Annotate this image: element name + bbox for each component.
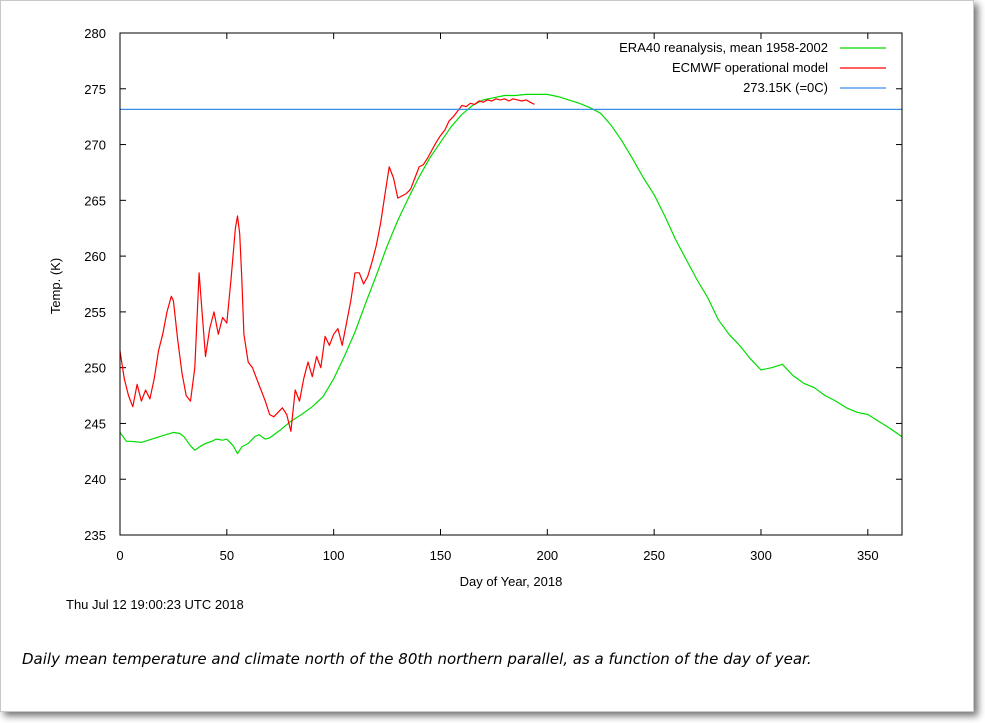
- y-axis-label: Temp. (K): [48, 258, 63, 314]
- x-tick-label: 250: [643, 548, 665, 563]
- x-tick-label: 150: [430, 548, 452, 563]
- figure-caption: Daily mean temperature and climate north…: [22, 650, 812, 668]
- y-tick-label: 235: [84, 528, 106, 543]
- x-axis-ticks: 0 50 100 150 200 250 300 350: [116, 33, 879, 563]
- temperature-chart: 0 50 100 150 200 250 300 350 235 240 245 250 255 260…: [48, 26, 903, 612]
- y-tick-label: 260: [84, 249, 106, 264]
- series-line-2: [119, 98, 535, 432]
- x-tick-label: 0: [116, 548, 123, 563]
- y-tick-label: 245: [84, 416, 106, 431]
- y-tick-label: 255: [84, 305, 106, 320]
- y-tick-label: 270: [84, 138, 106, 153]
- y-tick-label: 240: [84, 472, 106, 487]
- y-axis-ticks: 235 240 245 250 255 260 265 270 275 280: [84, 26, 902, 543]
- series-lines: [119, 93, 903, 455]
- x-tick-label: 50: [220, 548, 234, 563]
- x-tick-label: 100: [323, 548, 345, 563]
- y-tick-label: 265: [84, 193, 106, 208]
- y-tick-label: 275: [84, 82, 106, 97]
- x-tick-label: 350: [857, 548, 879, 563]
- y-tick-label: 250: [84, 361, 106, 376]
- y-tick-label: 280: [84, 26, 106, 41]
- timestamp-label: Thu Jul 12 19:00:23 UTC 2018: [66, 597, 244, 612]
- x-tick-label: 300: [750, 548, 772, 563]
- legend-label: ECMWF operational model: [672, 60, 828, 75]
- series-line-1: [119, 93, 903, 455]
- legend-label: ERA40 reanalysis, mean 1958-2002: [619, 40, 828, 55]
- x-axis-label: Day of Year, 2018: [460, 574, 563, 589]
- legend: ERA40 reanalysis, mean 1958-2002 ECMWF op…: [619, 40, 886, 95]
- legend-label: 273.15K (=0C): [743, 80, 828, 95]
- figure-frame: [0, 0, 974, 712]
- x-tick-label: 200: [536, 548, 558, 563]
- plot-area-border: [119, 32, 903, 536]
